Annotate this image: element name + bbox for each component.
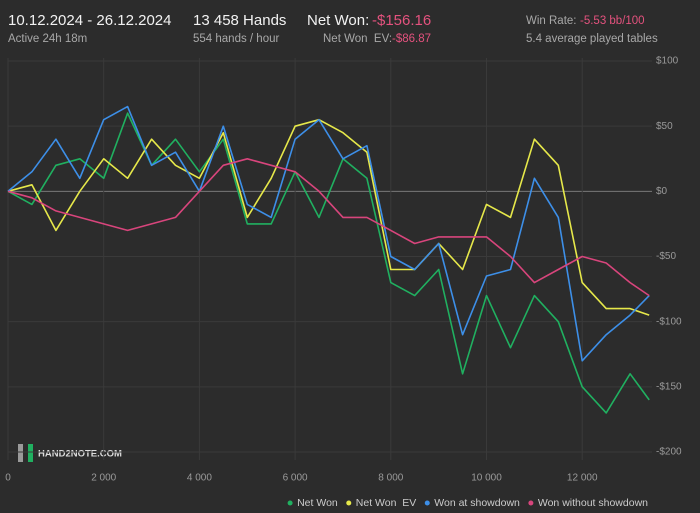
- net-won-ev: -$86.87: [392, 33, 432, 45]
- x-tick-label: 10 000: [471, 473, 502, 484]
- x-tick-label: 0: [5, 473, 11, 484]
- win-rate: -5.53 bb/100: [580, 15, 645, 27]
- active-time: Active 24h 18m: [8, 33, 88, 45]
- y-tick-label: -$100: [656, 316, 682, 327]
- y-tick-label: $100: [656, 56, 679, 67]
- legend-label: Net Won EV: [356, 497, 417, 509]
- legend-label: Won without showdown: [538, 497, 648, 509]
- logo-icon: [18, 444, 23, 462]
- y-tick-label: $0: [656, 186, 668, 197]
- y-tick-label: -$50: [656, 251, 676, 262]
- legend-marker: [424, 500, 430, 506]
- x-tick-label: 4 000: [187, 473, 212, 484]
- data-line: [7, 158, 650, 297]
- x-tick-label: 8 000: [378, 473, 403, 484]
- net-won-ev-label: Net Won EV:: [323, 33, 393, 45]
- x-tick-label: 12 000: [567, 473, 598, 484]
- y-tick-label: -$200: [656, 447, 682, 458]
- y-tick-label: $50: [656, 121, 673, 132]
- x-tick-label: 2 000: [91, 473, 116, 484]
- data-line: [7, 118, 650, 316]
- data-line: [7, 112, 650, 414]
- data-line: [7, 105, 650, 362]
- x-tick-label: 6 000: [283, 473, 308, 484]
- legend-label: Won at showdown: [434, 497, 520, 509]
- legend-label: Net Won: [297, 497, 338, 509]
- tables: 5.4 average played tables: [526, 33, 658, 45]
- y-tick-label: -$150: [656, 381, 682, 392]
- net-won: -$156.16: [372, 12, 432, 29]
- net-won-label: Net Won:: [307, 12, 370, 29]
- win-rate-label: Win Rate:: [526, 15, 577, 27]
- logo: HAND2NOTE.COM: [38, 449, 122, 460]
- hands: 13 458 Hands: [193, 12, 287, 29]
- legend-marker: [528, 500, 534, 506]
- legend-marker: [287, 500, 293, 506]
- hands-per-hour: 554 hands / hour: [193, 33, 280, 45]
- legend-marker: [346, 500, 352, 506]
- logo-icon: [28, 444, 33, 462]
- date-range: 10.12.2024 - 26.12.2024: [8, 12, 172, 29]
